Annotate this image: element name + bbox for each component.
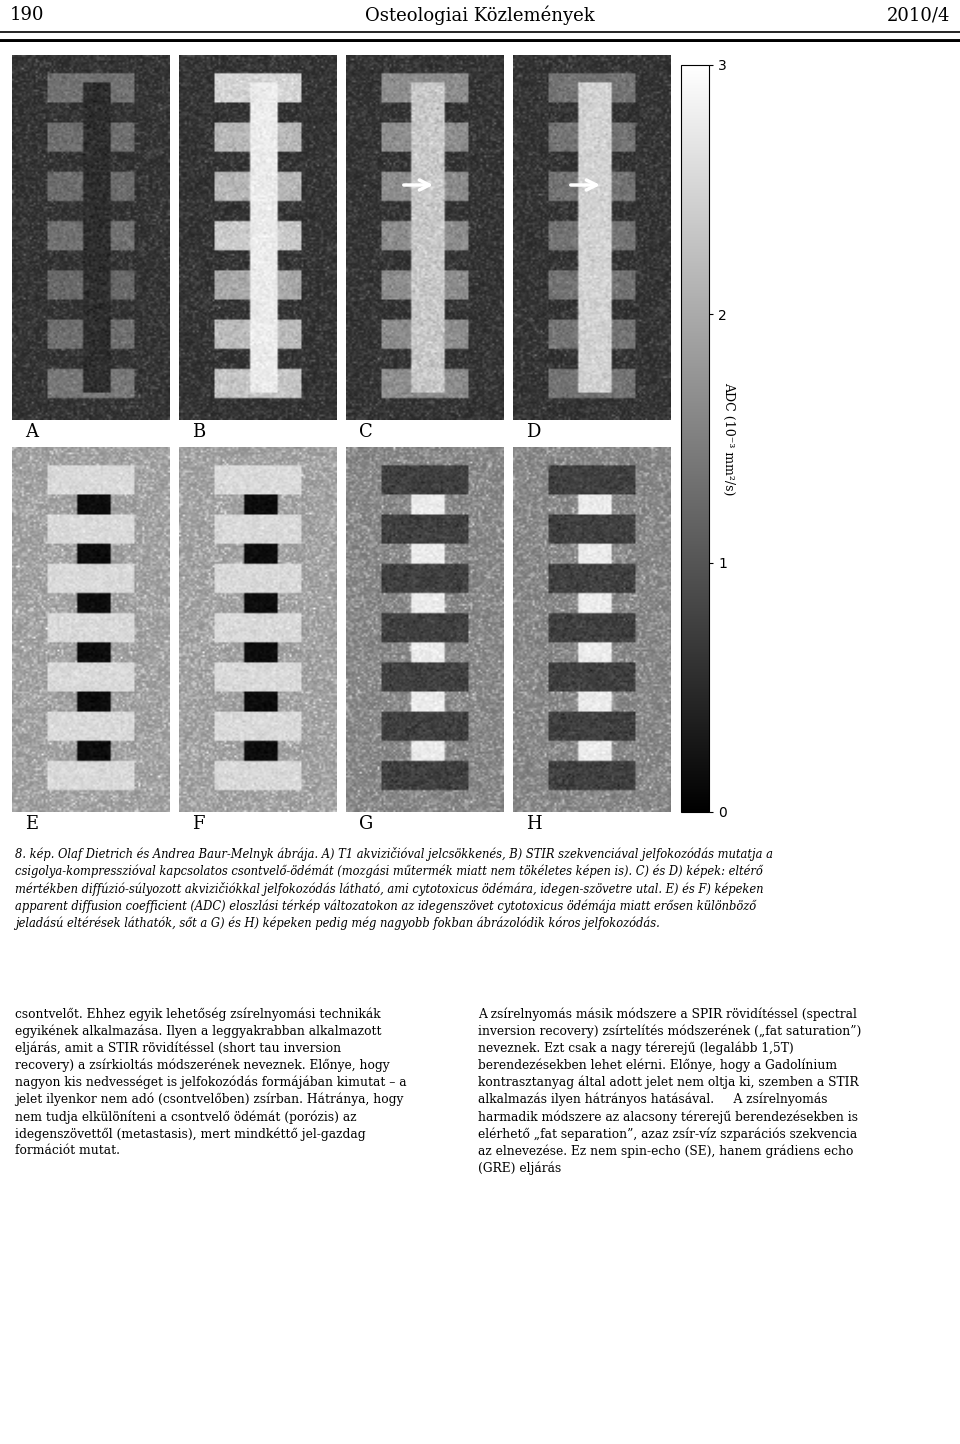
Text: B: B (192, 423, 204, 440)
Text: G: G (359, 814, 372, 833)
Text: csontvelőt. Ehhez egyik lehetőség zsírelnyomási technikák
egyikének alkalmazása.: csontvelőt. Ehhez egyik lehetőség zsírel… (15, 1006, 407, 1157)
Text: H: H (526, 814, 541, 833)
Text: E: E (25, 814, 37, 833)
Text: A zsírelnyomás másik módszere a SPIR rövidítéssel (spectral
inversion recovery) : A zsírelnyomás másik módszere a SPIR röv… (478, 1006, 861, 1175)
Text: A: A (25, 423, 37, 440)
Text: ADC (10⁻³ mm²/s): ADC (10⁻³ mm²/s) (722, 381, 735, 495)
Text: 190: 190 (10, 6, 44, 25)
Text: D: D (526, 423, 540, 440)
Text: 8. kép. Olaf Dietrich és Andrea Baur-Melnyk ábrája. A) T1 akvizičióval jelcsökke: 8. kép. Olaf Dietrich és Andrea Baur-Mel… (15, 848, 773, 930)
Text: Osteologiai Közlemények: Osteologiai Közlemények (365, 6, 595, 25)
Text: F: F (192, 814, 204, 833)
Text: 2010/4: 2010/4 (887, 6, 950, 25)
Text: C: C (359, 423, 372, 440)
